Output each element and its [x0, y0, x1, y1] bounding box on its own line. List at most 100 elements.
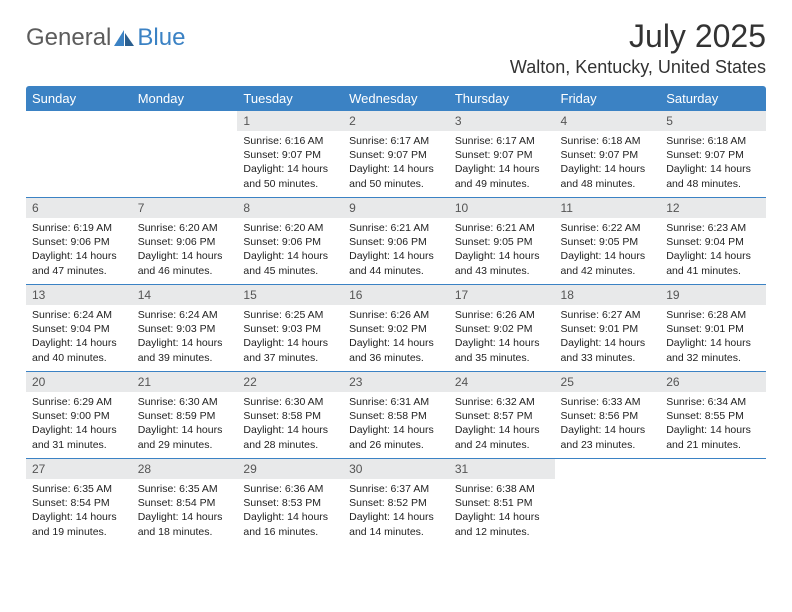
- day-details: Sunrise: 6:21 AMSunset: 9:05 PMDaylight:…: [449, 218, 555, 284]
- day-details: Sunrise: 6:22 AMSunset: 9:05 PMDaylight:…: [555, 218, 661, 284]
- day-details: Sunrise: 6:33 AMSunset: 8:56 PMDaylight:…: [555, 392, 661, 458]
- day-number: 11: [555, 198, 661, 218]
- day-cell: 1Sunrise: 6:16 AMSunset: 9:07 PMDaylight…: [237, 111, 343, 198]
- day-number: 29: [237, 459, 343, 479]
- day-cell: 5Sunrise: 6:18 AMSunset: 9:07 PMDaylight…: [660, 111, 766, 198]
- day-number: 28: [132, 459, 238, 479]
- day-cell: 31Sunrise: 6:38 AMSunset: 8:51 PMDayligh…: [449, 459, 555, 546]
- day-details: Sunrise: 6:30 AMSunset: 8:58 PMDaylight:…: [237, 392, 343, 458]
- day-number: 15: [237, 285, 343, 305]
- logo-text-2: Blue: [137, 24, 185, 52]
- day-cell: 3Sunrise: 6:17 AMSunset: 9:07 PMDaylight…: [449, 111, 555, 198]
- day-number: 7: [132, 198, 238, 218]
- day-number: 23: [343, 372, 449, 392]
- day-number: 1: [237, 111, 343, 131]
- week-row: 20Sunrise: 6:29 AMSunset: 9:00 PMDayligh…: [26, 372, 766, 459]
- day-details: Sunrise: 6:32 AMSunset: 8:57 PMDaylight:…: [449, 392, 555, 458]
- day-header: Sunday: [26, 86, 132, 111]
- day-cell: 21Sunrise: 6:30 AMSunset: 8:59 PMDayligh…: [132, 372, 238, 459]
- day-cell: 14Sunrise: 6:24 AMSunset: 9:03 PMDayligh…: [132, 285, 238, 372]
- day-number: 27: [26, 459, 132, 479]
- day-header-row: Sunday Monday Tuesday Wednesday Thursday…: [26, 86, 766, 111]
- day-header: Wednesday: [343, 86, 449, 111]
- day-cell: 18Sunrise: 6:27 AMSunset: 9:01 PMDayligh…: [555, 285, 661, 372]
- day-details: Sunrise: 6:20 AMSunset: 9:06 PMDaylight:…: [237, 218, 343, 284]
- day-number: 5: [660, 111, 766, 131]
- day-number: 26: [660, 372, 766, 392]
- day-details: Sunrise: 6:16 AMSunset: 9:07 PMDaylight:…: [237, 131, 343, 197]
- day-cell: 10Sunrise: 6:21 AMSunset: 9:05 PMDayligh…: [449, 198, 555, 285]
- month-title: July 2025: [510, 18, 766, 55]
- day-cell: 11Sunrise: 6:22 AMSunset: 9:05 PMDayligh…: [555, 198, 661, 285]
- day-details: Sunrise: 6:21 AMSunset: 9:06 PMDaylight:…: [343, 218, 449, 284]
- day-details: Sunrise: 6:35 AMSunset: 8:54 PMDaylight:…: [26, 479, 132, 545]
- day-details: Sunrise: 6:24 AMSunset: 9:04 PMDaylight:…: [26, 305, 132, 371]
- day-number: 2: [343, 111, 449, 131]
- logo-text-1: General: [26, 24, 111, 52]
- day-details: Sunrise: 6:18 AMSunset: 9:07 PMDaylight:…: [660, 131, 766, 197]
- day-cell: 22Sunrise: 6:30 AMSunset: 8:58 PMDayligh…: [237, 372, 343, 459]
- day-number: 20: [26, 372, 132, 392]
- day-cell: 12Sunrise: 6:23 AMSunset: 9:04 PMDayligh…: [660, 198, 766, 285]
- day-header: Thursday: [449, 86, 555, 111]
- day-details: Sunrise: 6:36 AMSunset: 8:53 PMDaylight:…: [237, 479, 343, 545]
- day-header: Friday: [555, 86, 661, 111]
- week-row: 1Sunrise: 6:16 AMSunset: 9:07 PMDaylight…: [26, 111, 766, 198]
- day-number: 13: [26, 285, 132, 305]
- calendar-body: 1Sunrise: 6:16 AMSunset: 9:07 PMDaylight…: [26, 111, 766, 545]
- day-details: Sunrise: 6:17 AMSunset: 9:07 PMDaylight:…: [343, 131, 449, 197]
- logo-sail-icon: [113, 29, 135, 47]
- day-details: Sunrise: 6:19 AMSunset: 9:06 PMDaylight:…: [26, 218, 132, 284]
- day-number: 16: [343, 285, 449, 305]
- day-details: Sunrise: 6:31 AMSunset: 8:58 PMDaylight:…: [343, 392, 449, 458]
- day-number: 18: [555, 285, 661, 305]
- day-number: 3: [449, 111, 555, 131]
- day-cell: 29Sunrise: 6:36 AMSunset: 8:53 PMDayligh…: [237, 459, 343, 546]
- day-details: Sunrise: 6:24 AMSunset: 9:03 PMDaylight:…: [132, 305, 238, 371]
- day-header: Saturday: [660, 86, 766, 111]
- day-details: Sunrise: 6:28 AMSunset: 9:01 PMDaylight:…: [660, 305, 766, 371]
- day-cell: 15Sunrise: 6:25 AMSunset: 9:03 PMDayligh…: [237, 285, 343, 372]
- day-details: Sunrise: 6:26 AMSunset: 9:02 PMDaylight:…: [343, 305, 449, 371]
- day-cell: [555, 459, 661, 546]
- day-cell: 8Sunrise: 6:20 AMSunset: 9:06 PMDaylight…: [237, 198, 343, 285]
- day-cell: [26, 111, 132, 198]
- day-number: 4: [555, 111, 661, 131]
- day-number: 24: [449, 372, 555, 392]
- day-cell: 7Sunrise: 6:20 AMSunset: 9:06 PMDaylight…: [132, 198, 238, 285]
- day-number: 12: [660, 198, 766, 218]
- day-cell: 6Sunrise: 6:19 AMSunset: 9:06 PMDaylight…: [26, 198, 132, 285]
- day-details: Sunrise: 6:17 AMSunset: 9:07 PMDaylight:…: [449, 131, 555, 197]
- day-cell: 4Sunrise: 6:18 AMSunset: 9:07 PMDaylight…: [555, 111, 661, 198]
- day-number: 6: [26, 198, 132, 218]
- week-row: 6Sunrise: 6:19 AMSunset: 9:06 PMDaylight…: [26, 198, 766, 285]
- page-header: General Blue July 2025 Walton, Kentucky,…: [26, 18, 766, 78]
- day-number: 21: [132, 372, 238, 392]
- day-cell: 20Sunrise: 6:29 AMSunset: 9:00 PMDayligh…: [26, 372, 132, 459]
- day-number: 31: [449, 459, 555, 479]
- day-header: Tuesday: [237, 86, 343, 111]
- day-cell: 23Sunrise: 6:31 AMSunset: 8:58 PMDayligh…: [343, 372, 449, 459]
- day-number: 14: [132, 285, 238, 305]
- week-row: 13Sunrise: 6:24 AMSunset: 9:04 PMDayligh…: [26, 285, 766, 372]
- day-cell: 27Sunrise: 6:35 AMSunset: 8:54 PMDayligh…: [26, 459, 132, 546]
- day-number: 22: [237, 372, 343, 392]
- day-cell: 30Sunrise: 6:37 AMSunset: 8:52 PMDayligh…: [343, 459, 449, 546]
- day-cell: 25Sunrise: 6:33 AMSunset: 8:56 PMDayligh…: [555, 372, 661, 459]
- day-cell: [132, 111, 238, 198]
- day-details: Sunrise: 6:26 AMSunset: 9:02 PMDaylight:…: [449, 305, 555, 371]
- day-details: Sunrise: 6:30 AMSunset: 8:59 PMDaylight:…: [132, 392, 238, 458]
- day-cell: 9Sunrise: 6:21 AMSunset: 9:06 PMDaylight…: [343, 198, 449, 285]
- week-row: 27Sunrise: 6:35 AMSunset: 8:54 PMDayligh…: [26, 459, 766, 546]
- day-header: Monday: [132, 86, 238, 111]
- day-cell: 16Sunrise: 6:26 AMSunset: 9:02 PMDayligh…: [343, 285, 449, 372]
- calendar-table: Sunday Monday Tuesday Wednesday Thursday…: [26, 86, 766, 545]
- day-number: 30: [343, 459, 449, 479]
- title-block: July 2025 Walton, Kentucky, United State…: [510, 18, 766, 78]
- day-cell: 19Sunrise: 6:28 AMSunset: 9:01 PMDayligh…: [660, 285, 766, 372]
- day-cell: 28Sunrise: 6:35 AMSunset: 8:54 PMDayligh…: [132, 459, 238, 546]
- day-cell: 13Sunrise: 6:24 AMSunset: 9:04 PMDayligh…: [26, 285, 132, 372]
- day-cell: 24Sunrise: 6:32 AMSunset: 8:57 PMDayligh…: [449, 372, 555, 459]
- day-details: Sunrise: 6:20 AMSunset: 9:06 PMDaylight:…: [132, 218, 238, 284]
- location-text: Walton, Kentucky, United States: [510, 57, 766, 78]
